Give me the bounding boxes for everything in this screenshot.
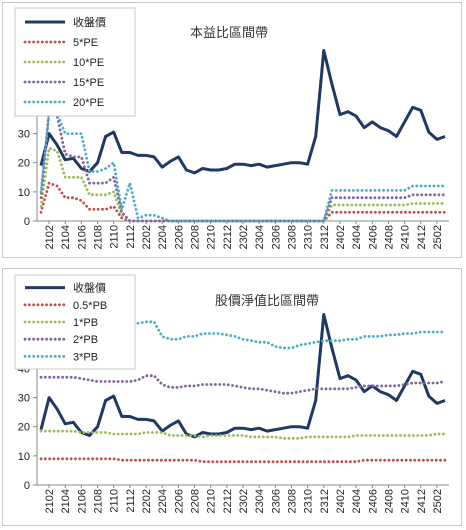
y-tick-label: 0 [24, 216, 30, 228]
pe-band-chart: 0102030405060702102210421062108211021122… [2, 2, 462, 258]
x-tick-label: 2404 [351, 489, 363, 513]
series-line-2 [39, 146, 447, 223]
x-tick-label: 2102 [44, 225, 56, 249]
x-tick-label: 2112 [125, 225, 137, 249]
series-line-0 [39, 313, 446, 439]
x-tick-label: 2404 [351, 225, 363, 249]
y-tick-label: 0 [24, 480, 30, 492]
chart-title: 本益比區間帶 [190, 25, 268, 40]
x-tick-label: 2104 [60, 489, 72, 513]
legend-label-2: 1*PB [73, 317, 98, 329]
x-tick-label: 2402 [335, 489, 347, 513]
series-line-1 [39, 181, 447, 223]
pb-band-chart: 0102030405060702102210421062108211021122… [2, 268, 462, 526]
y-tick-label: 10 [18, 451, 30, 463]
x-tick-label: 2408 [383, 225, 395, 249]
x-tick-label: 2302 [238, 225, 250, 249]
legend-label-0: 收盤價 [73, 281, 106, 295]
x-tick-label: 2206 [173, 489, 185, 513]
x-tick-label: 2406 [367, 225, 379, 249]
x-tick-label: 2408 [383, 489, 395, 513]
legend-label-4: 20*PE [73, 97, 104, 109]
x-tick-label: 2410 [400, 225, 412, 249]
x-tick-label: 2212 [222, 489, 234, 513]
series-line-4 [39, 111, 447, 223]
x-tick-label: 2502 [432, 489, 444, 513]
legend-label-4: 3*PB [73, 351, 98, 363]
x-tick-label: 2202 [141, 225, 153, 249]
x-tick-label: 2204 [157, 489, 169, 513]
series-line-3 [39, 374, 447, 395]
x-tick-label: 2308 [286, 225, 298, 249]
series-line-1 [39, 457, 447, 464]
legend-label-0: 收盤價 [73, 15, 106, 29]
x-tick-label: 2108 [93, 489, 105, 513]
y-tick-label: 10 [18, 187, 30, 199]
x-tick-label: 2208 [190, 225, 202, 249]
x-tick-label: 2304 [254, 489, 266, 513]
y-tick-label: 20 [18, 158, 30, 170]
chart-title: 股價淨值比區間帶 [215, 293, 319, 308]
x-tick-label: 2310 [303, 225, 315, 249]
x-tick-label: 2112 [125, 489, 137, 513]
pb-band-chart-svg: 0102030405060702102210421062108211021122… [14, 274, 449, 513]
x-tick-label: 2210 [206, 489, 218, 513]
legend-label-1: 0.5*PB [73, 300, 107, 312]
x-tick-label: 2402 [335, 225, 347, 249]
x-tick-label: 2106 [76, 489, 88, 513]
x-tick-label: 2306 [270, 489, 282, 513]
legend-label-1: 5*PE [73, 37, 98, 49]
x-tick-label: 2210 [206, 225, 218, 249]
x-tick-label: 2406 [367, 489, 379, 513]
pe-band-chart-svg: 0102030405060702102210421062108211021122… [14, 7, 449, 249]
x-tick-label: 2106 [76, 225, 88, 249]
legend-label-3: 15*PE [73, 77, 104, 89]
x-tick-label: 2102 [44, 489, 56, 513]
x-tick-label: 2308 [286, 489, 298, 513]
x-tick-label: 2310 [303, 489, 315, 513]
x-tick-label: 2304 [254, 225, 266, 249]
x-tick-label: 2110 [109, 225, 121, 249]
x-tick-label: 2306 [270, 225, 282, 249]
x-tick-label: 2212 [222, 225, 234, 249]
x-tick-label: 2312 [319, 489, 331, 513]
x-tick-label: 2410 [400, 489, 412, 513]
x-tick-label: 2302 [238, 489, 250, 513]
legend-label-3: 2*PB [73, 334, 98, 346]
x-tick-label: 2104 [60, 225, 72, 249]
x-tick-label: 2502 [432, 225, 444, 249]
x-tick-label: 2204 [157, 225, 169, 249]
x-tick-label: 2202 [141, 489, 153, 513]
legend-label-2: 10*PE [73, 57, 104, 69]
y-tick-label: 20 [18, 422, 30, 434]
x-tick-label: 2208 [190, 489, 202, 513]
y-tick-label: 30 [18, 129, 30, 141]
series-line-2 [39, 429, 447, 440]
series-line-0 [39, 49, 446, 175]
y-tick-label: 30 [18, 393, 30, 405]
x-tick-label: 2312 [319, 225, 331, 249]
x-tick-label: 2412 [416, 225, 428, 249]
x-tick-label: 2206 [173, 225, 185, 249]
x-tick-label: 2108 [93, 225, 105, 249]
x-tick-label: 2412 [416, 489, 428, 513]
x-tick-label: 2110 [109, 489, 121, 513]
